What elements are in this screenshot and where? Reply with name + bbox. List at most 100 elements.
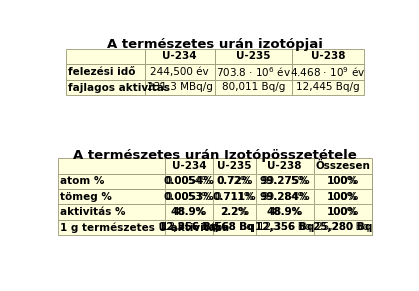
Bar — [165, 173, 213, 189]
Bar — [65, 49, 145, 64]
Bar — [213, 173, 256, 189]
Bar — [165, 173, 213, 189]
Text: 0.0053%: 0.0053% — [163, 191, 214, 202]
Bar — [213, 204, 256, 220]
Text: 0.0054%: 0.0054% — [163, 176, 214, 186]
Bar — [213, 220, 256, 235]
Bar — [213, 189, 256, 204]
Bar — [292, 49, 364, 64]
Bar — [58, 220, 165, 235]
Text: 100%: 100% — [326, 176, 359, 186]
Text: 703.8 · 10$^{6}$ év: 703.8 · 10$^{6}$ év — [216, 65, 291, 79]
Bar — [256, 189, 313, 204]
Text: 100%: 100% — [328, 191, 357, 202]
Bar — [165, 204, 213, 220]
Text: 100%: 100% — [326, 191, 359, 202]
Bar — [313, 189, 372, 204]
Bar — [313, 173, 372, 189]
Text: 25,280 Bq: 25,280 Bq — [313, 222, 372, 233]
Text: 568 Bq: 568 Bq — [214, 222, 255, 233]
Bar — [256, 220, 313, 235]
Text: 100%: 100% — [328, 207, 357, 217]
Text: tömeg %: tömeg % — [60, 191, 112, 202]
Text: 48.9%: 48.9% — [172, 207, 205, 217]
Text: aktivitás %: aktivitás % — [60, 207, 126, 217]
Bar — [313, 204, 372, 220]
Bar — [256, 158, 313, 173]
Text: 12,356 Bq: 12,356 Bq — [258, 222, 311, 233]
Text: 48.9%: 48.9% — [171, 207, 207, 217]
Bar — [313, 189, 372, 204]
Text: 48.9%: 48.9% — [268, 207, 301, 217]
Text: 2.2%: 2.2% — [221, 207, 248, 217]
Text: fajlagos aktivitás: fajlagos aktivitás — [68, 82, 170, 93]
Bar — [165, 158, 213, 173]
Text: felezési idő: felezési idő — [68, 67, 135, 77]
Bar — [215, 64, 292, 79]
Bar — [213, 220, 256, 235]
Bar — [65, 64, 145, 79]
Text: 99.284%: 99.284% — [261, 191, 308, 202]
Bar — [165, 204, 213, 220]
Bar — [145, 64, 215, 79]
Bar — [58, 204, 165, 220]
Text: 12,356 Bq: 12,356 Bq — [162, 222, 216, 233]
Bar — [65, 79, 145, 95]
Bar — [256, 220, 313, 235]
Bar — [165, 220, 213, 235]
Text: 100%: 100% — [326, 207, 359, 217]
Text: 0.711%: 0.711% — [215, 191, 254, 202]
Text: 99.275%: 99.275% — [261, 176, 308, 186]
Bar — [165, 189, 213, 204]
Bar — [58, 189, 165, 204]
Bar — [215, 79, 292, 95]
Text: 0.711%: 0.711% — [212, 191, 256, 202]
Bar — [313, 220, 372, 235]
Text: 4.468 · 10$^{9}$ év: 4.468 · 10$^{9}$ év — [290, 65, 366, 79]
Text: 12,356 Bq: 12,356 Bq — [255, 222, 314, 233]
Bar — [292, 64, 364, 79]
Bar — [292, 79, 364, 95]
Bar — [213, 189, 256, 204]
Bar — [213, 189, 256, 204]
Bar — [256, 173, 313, 189]
Bar — [256, 189, 313, 204]
Text: 80,011 Bq/g: 80,011 Bq/g — [222, 82, 285, 92]
Bar — [313, 158, 372, 173]
Text: 0.0054%: 0.0054% — [166, 176, 212, 186]
Bar — [313, 204, 372, 220]
Text: 231.3 MBq/g: 231.3 MBq/g — [147, 82, 212, 92]
Bar — [256, 204, 313, 220]
Bar — [213, 158, 256, 173]
Text: 0.0053%: 0.0053% — [166, 191, 212, 202]
Text: U-238: U-238 — [311, 52, 345, 61]
Text: 99.275%: 99.275% — [259, 176, 310, 186]
Text: 48.9%: 48.9% — [266, 207, 303, 217]
Text: 0.72%: 0.72% — [216, 176, 253, 186]
Text: 100%: 100% — [328, 176, 357, 186]
Text: U-235: U-235 — [217, 161, 251, 171]
Text: 244,500 év: 244,500 év — [150, 67, 209, 77]
Bar — [165, 189, 213, 204]
Bar — [256, 173, 313, 189]
Bar — [165, 173, 213, 189]
Text: atom %: atom % — [60, 176, 104, 186]
Text: 25,280 Bq: 25,280 Bq — [316, 222, 369, 233]
Bar — [165, 220, 213, 235]
Text: 12,445 Bq/g: 12,445 Bq/g — [296, 82, 360, 92]
Text: U-234: U-234 — [171, 161, 206, 171]
Bar — [256, 204, 313, 220]
Text: A természetes urán izotópjai: A természetes urán izotópjai — [107, 38, 323, 52]
Bar — [215, 49, 292, 64]
Bar — [213, 204, 256, 220]
Text: A természetes urán Izotópösszetétele: A természetes urán Izotópösszetétele — [73, 149, 357, 162]
Text: U-235: U-235 — [236, 52, 271, 61]
Bar — [213, 220, 256, 235]
Text: 568 Bq: 568 Bq — [216, 222, 253, 233]
Bar — [313, 220, 372, 235]
Text: 2.2%: 2.2% — [220, 207, 249, 217]
Text: 1 g természetes U aktivitása: 1 g természetes U aktivitása — [60, 222, 229, 233]
Bar — [256, 173, 313, 189]
Bar — [213, 173, 256, 189]
Bar — [145, 49, 215, 64]
